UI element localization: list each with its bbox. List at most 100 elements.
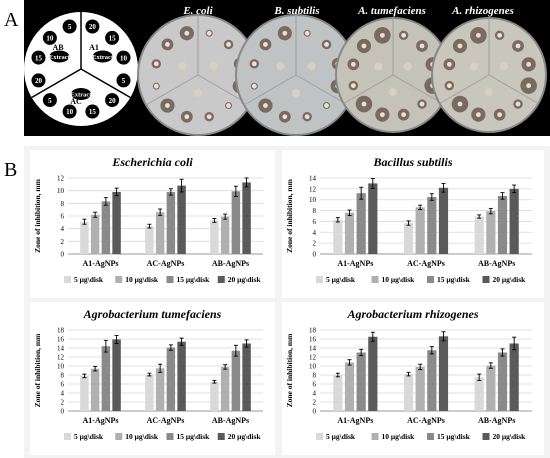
antibiotic-disk [324,103,329,108]
x-category-label: AB-AgNPs [478,259,515,268]
extract-disk [49,50,70,63]
antibiotic-disk [165,42,170,47]
dose-label: 20 [35,77,43,85]
sector-divider [80,68,131,99]
legend-label: 20 μg\disk [228,432,262,441]
chart-title: Agrobacterium tumefaciens [83,307,222,321]
antibiotic-disk [379,32,385,38]
dose-disk [31,73,46,88]
dish-divider [243,74,297,106]
bar [427,350,437,411]
dose-label: 10 [46,35,54,43]
dose-disk [105,30,120,45]
antibiotic-disk [515,43,521,49]
bar [356,352,366,411]
bar [497,195,508,254]
bar-chart-svg: Escherichia coli Zone of inhibition, mm 0 2… [33,155,263,284]
chart-agrobacterium-tumefaciens: Agrobacterium tumefaciens Zone of inhibit… [30,302,275,455]
legend-label: 20 μg\disk [493,432,527,441]
y-tick-label: 16 [57,336,65,344]
y-tick-label: 0 [313,251,317,259]
dose-disk [85,104,100,119]
antibiotic-disk [475,32,481,38]
bar [242,343,251,411]
bar [80,221,89,254]
bar [438,336,449,411]
y-tick-label: 12 [309,354,317,362]
y-tick-label: 10 [309,196,317,204]
y-tick-label: 14 [309,175,317,183]
legend-swatch [166,276,174,283]
x-category-label: A1-AgNPs [337,259,373,268]
bar [509,188,519,254]
extract-disk [403,62,412,71]
bar [210,220,219,254]
y-tick-label: 2 [61,238,65,246]
dose-label: 15 [109,35,117,43]
y-tick-label: 18 [57,327,65,335]
bar [427,197,437,254]
chart-bacillus-subtilis: Bacillus subtilis Zone of inhibition, mm 0… [282,150,544,298]
dose-disk [42,93,57,108]
sector-label: AC [70,97,82,106]
chart-agrobacterium-rhizogenes: Agrobacterium rhizogenes Zone of inhibiti… [282,302,544,455]
antibiotic-disk [526,83,532,89]
y-axis-label: Zone of inhibition, mm [285,178,294,253]
antibiotic-disk [475,112,481,118]
y-tick-label: 8 [313,207,317,215]
x-category-label: A1-AgNPs [337,416,373,425]
x-category-label: AB-AgNPs [212,416,249,425]
y-axis-label: Zone of inhibition, mm [33,178,42,253]
antibiotic-disk [226,103,231,108]
dose-disk [116,73,131,88]
dose-label: 15 [89,108,97,116]
y-tick-label: 2 [313,240,317,248]
y-tick-label: 0 [61,251,65,259]
chart-escherichia-coli: Escherichia coli Zone of inhibition, mm 0 2… [30,150,275,298]
bar [101,346,111,411]
legend-swatch [316,433,323,440]
y-tick-label: 4 [313,390,317,398]
bar [231,191,241,254]
extract-label: Extract [92,54,114,61]
antibiotic-disk [446,61,452,67]
x-category-label: A1-AgNPs [83,416,119,425]
extract-disk [276,62,285,70]
dose-label: 15 [35,54,43,62]
y-tick-label: 8 [61,372,65,380]
dose-label: 5 [122,77,126,85]
bar [155,212,165,254]
bar [403,223,414,254]
bar [403,374,414,411]
legend-label: 15 μg\disk [437,432,471,441]
legend-label: 5 μg\disk [74,432,104,441]
y-tick-label: 6 [61,381,65,389]
antibiotic-disk [401,32,407,38]
dose-label: 20 [109,97,117,105]
legend-label: 15 μg\disk [437,275,471,284]
legend-swatch [115,433,123,440]
extract-disk [389,88,397,97]
legend-swatch [64,433,71,440]
dish-divider [439,74,490,104]
antibiotic-disk [379,112,385,118]
legend-swatch [115,276,123,283]
bar [177,341,186,411]
bar [90,214,100,254]
dish-divider [488,74,539,104]
y-tick-label: 12 [57,175,65,183]
y-tick-label: 0 [61,408,65,416]
x-category-label: A1-AgNPs [83,259,119,268]
dose-label: 5 [68,23,72,31]
bar [474,216,484,254]
antibiotic-disk [446,83,452,89]
bar [210,381,219,411]
antibiotic-disk [324,42,329,47]
dose-label: 5 [48,97,52,105]
y-tick-label: 14 [309,345,317,353]
bar [415,366,425,411]
antibiotic-disk [165,103,170,108]
antibiotic-disk [304,114,310,120]
legend-label: 10 μg\disk [382,275,416,284]
y-tick-label: 4 [313,229,317,237]
